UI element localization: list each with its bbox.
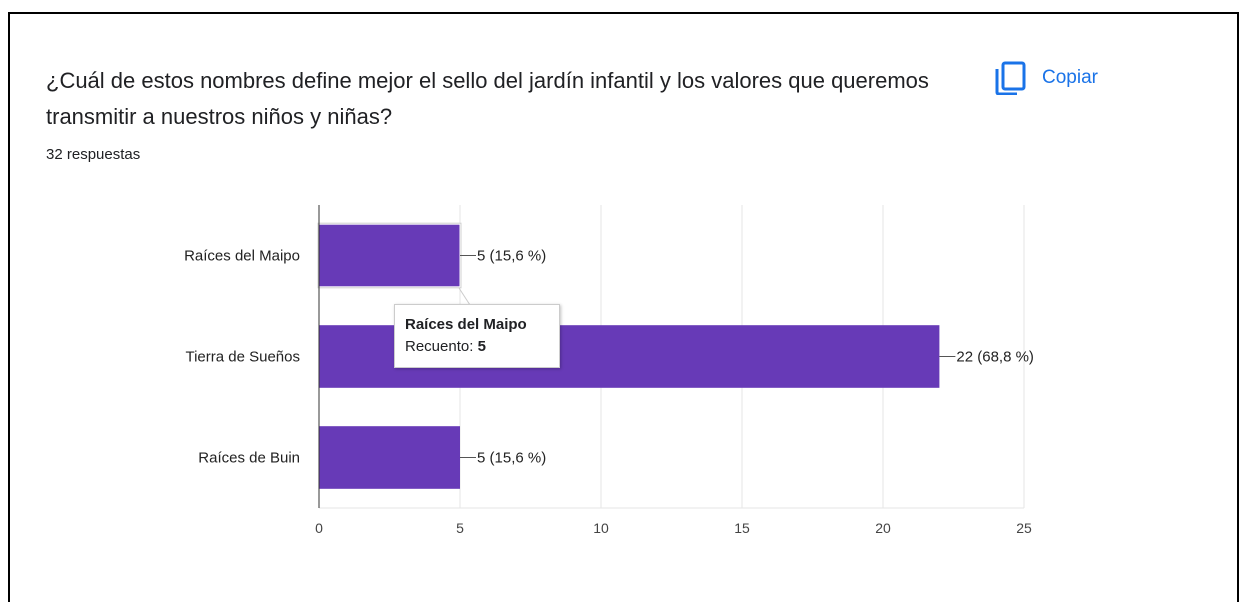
chart-category-labels: Raíces del Maipo Tierra de Sueños Raíces d…	[184, 248, 300, 467]
chart-data-labels: 5 (15,6 %) 22 (68,8 %) 5 (15,6 %)	[460, 248, 1034, 467]
copy-label: Copiar	[1042, 67, 1098, 88]
chart-tooltip: Raíces del Maipo Recuento: 5	[394, 304, 560, 368]
tooltip-title: Raíces del Maipo	[405, 316, 527, 333]
data-label: 22 (68,8 %)	[956, 349, 1034, 366]
x-tick-label: 0	[315, 520, 323, 536]
card-frame	[8, 12, 1239, 602]
tooltip-count: Recuento: 5	[405, 336, 549, 358]
x-tick-label: 5	[456, 520, 464, 536]
category-label: Raíces del Maipo	[184, 248, 300, 265]
copy-icon	[994, 61, 1026, 95]
tooltip-pointer	[458, 287, 490, 306]
x-tick-label: 20	[875, 520, 891, 536]
data-label: 5 (15,6 %)	[477, 248, 546, 265]
response-count: 32 respuestas	[46, 146, 141, 163]
category-label: Raíces de Buin	[198, 450, 300, 467]
tooltip-count-value: 5	[477, 338, 486, 355]
data-label: 5 (15,6 %)	[477, 450, 546, 467]
tooltip-count-label: Recuento:	[405, 338, 474, 355]
copy-button[interactable]: Copiar	[994, 60, 1098, 96]
chart-x-ticks: 0 5 10 15 20 25	[315, 520, 1032, 536]
x-tick-label: 15	[734, 520, 750, 536]
category-label: Tierra de Sueños	[185, 349, 300, 366]
question-title: ¿Cuál de estos nombres define mejor el s…	[46, 68, 929, 129]
x-tick-label: 10	[593, 520, 609, 536]
bar[interactable]	[318, 223, 461, 288]
bar[interactable]	[319, 426, 460, 489]
x-tick-label: 25	[1016, 520, 1032, 536]
